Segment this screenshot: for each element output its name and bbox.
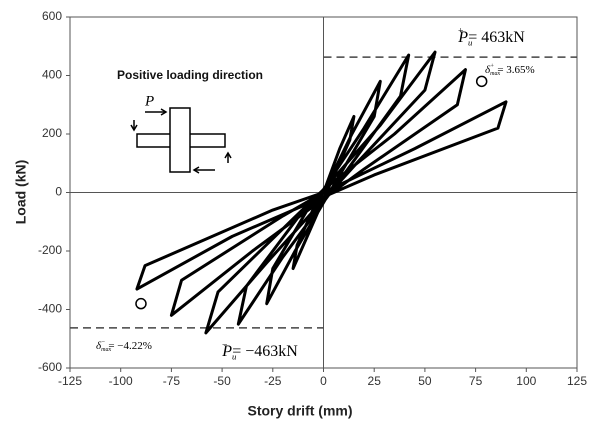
annotation: Pu + = 463kN <box>457 26 525 48</box>
y-tick-label: 0 <box>55 185 62 199</box>
annotation-text: = −4.22% <box>108 340 152 352</box>
y-axis-label: Load (kN) <box>13 160 29 225</box>
annotation-symbol: δ <box>485 64 491 76</box>
x-tick-label: -100 <box>109 374 133 388</box>
y-tick-label: -400 <box>38 302 62 316</box>
x-tick-label: -125 <box>58 374 82 388</box>
x-tick-label: 100 <box>516 374 536 388</box>
hysteresis-curve <box>135 50 508 335</box>
annotation-symbol: P <box>457 29 468 46</box>
x-tick-label: 0 <box>320 374 327 388</box>
inset-diagram <box>130 107 232 174</box>
peak-marker <box>475 75 488 88</box>
x-tick-label: -25 <box>264 374 282 388</box>
x-axis-label: Story drift (mm) <box>248 403 353 419</box>
y-tick-label: 600 <box>42 9 62 23</box>
y-tick-label: 400 <box>42 68 62 82</box>
x-tick-label: 25 <box>368 374 382 388</box>
annotation-sub: max <box>101 347 111 353</box>
annotation-sub: u <box>468 38 473 48</box>
y-tick-label: 200 <box>42 126 62 140</box>
annotation-sup: − <box>222 340 227 351</box>
annotation: Pu− = −463kN <box>221 340 298 362</box>
y-tick-label: -200 <box>38 243 62 257</box>
x-tick-label: 75 <box>469 374 483 388</box>
annotation-text: = 463kN <box>468 29 525 46</box>
x-tick-label: -50 <box>213 374 231 388</box>
x-tick-label: -75 <box>163 374 181 388</box>
inset-force: P <box>144 93 154 109</box>
annotation: δmax − = −4.22% <box>96 338 152 353</box>
annotation-sup: + <box>490 62 494 69</box>
inset-title: Positive loading direction <box>117 68 263 82</box>
annotation-sup: + <box>458 26 463 37</box>
annotation-sub: u <box>232 352 237 362</box>
annotation-symbol: P <box>221 343 232 360</box>
annotation-text: = 3.65% <box>497 64 534 76</box>
x-tick-label: 50 <box>418 374 432 388</box>
annotation-sup: − <box>101 338 105 345</box>
peak-marker <box>135 297 147 310</box>
annotation-sub: max <box>490 71 500 77</box>
y-tick-label: -600 <box>38 360 62 374</box>
annotation-text: = −463kN <box>232 343 298 360</box>
x-tick-label: 125 <box>567 374 587 388</box>
annotation-symbol: δ <box>96 340 102 352</box>
annotation: δmax + = 3.65% <box>485 62 535 77</box>
